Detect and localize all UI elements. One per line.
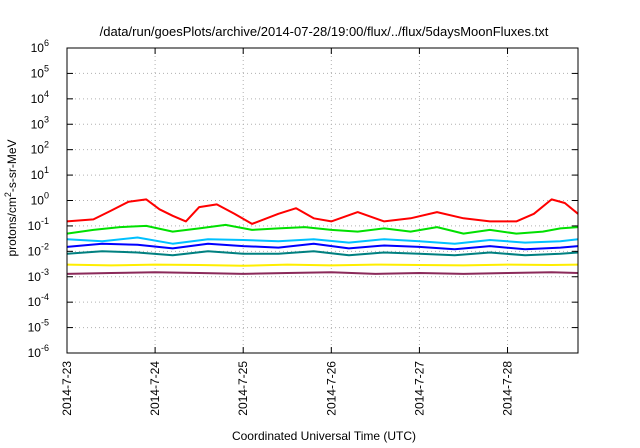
y-tick-base: 10: [31, 143, 45, 157]
y-tick-base: 10: [31, 117, 45, 131]
y-tick-labels: 10610510410310210110010-110-210-310-410-…: [28, 38, 49, 360]
y-tick-exponent: 4: [44, 89, 49, 99]
series-line-7: [66, 271, 579, 275]
y-tick-base: 10: [31, 66, 45, 80]
y-tick-exponent: -1: [41, 216, 49, 226]
y-axis-label: protons/cm2-s-sr-MeV: [3, 139, 19, 256]
y-tick-exponent: 2: [44, 140, 49, 150]
x-axis-label: Coordinated Universal Time (UTC): [232, 429, 416, 443]
y-tick-label: 10-2: [28, 241, 49, 258]
y-tick-label: 10-6: [28, 343, 49, 360]
axis-ticks: [66, 47, 578, 354]
x-tick-label: 2014-7-25: [236, 361, 250, 416]
y-tick-label: 103: [31, 114, 49, 131]
y-tick-label: 10-3: [28, 267, 49, 284]
y-axis-label-rest: -s-sr-MeV: [5, 139, 19, 192]
x-tick-labels: 2014-7-23 2014-7-24 2014-7-25 2014-7-26 2014…: [60, 361, 515, 416]
y-tick-base: 10: [28, 219, 42, 233]
y-tick-exponent: 0: [44, 191, 49, 201]
y-tick-base: 10: [28, 295, 42, 309]
y-tick-exponent: -5: [41, 318, 49, 328]
y-tick-label: 101: [31, 165, 49, 182]
series-line-5: [66, 250, 579, 257]
y-tick-exponent: -4: [41, 292, 49, 302]
y-tick-label: 106: [31, 38, 49, 55]
y-tick-exponent: 1: [44, 165, 49, 175]
x-tick-label: 2014-7-24: [148, 361, 162, 416]
y-tick-base: 10: [31, 92, 45, 106]
y-tick-exponent: 6: [44, 38, 49, 48]
y-tick-base: 10: [31, 194, 45, 208]
y-tick-exponent: 5: [44, 63, 49, 73]
series-lines: [66, 198, 579, 275]
y-tick-exponent: -2: [41, 241, 49, 251]
y-tick-exponent: 3: [44, 114, 49, 124]
y-tick-base: 10: [28, 346, 42, 360]
y-tick-label: 105: [31, 63, 49, 80]
y-tick-base: 10: [28, 244, 42, 258]
y-tick-base: 10: [31, 41, 45, 55]
x-tick-label: 2014-7-28: [501, 361, 515, 416]
y-tick-exponent: -6: [41, 343, 49, 353]
series-line-3: [66, 236, 579, 245]
y-tick-exponent: -3: [41, 267, 49, 277]
grid-lines: [67, 47, 578, 354]
y-tick-label: 104: [31, 89, 49, 106]
y-axis-label-sup: 2: [3, 192, 13, 197]
series-line-4: [66, 242, 579, 251]
y-tick-label: 10-4: [28, 292, 49, 309]
chart-title: /data/run/goesPlots/archive/2014-07-28/1…: [100, 24, 549, 39]
y-tick-label: 10-1: [28, 216, 49, 233]
y-tick-label: 100: [31, 191, 49, 208]
series-line-6: [66, 263, 579, 267]
series-line-1: [66, 198, 579, 225]
y-tick-base: 10: [28, 321, 42, 335]
series-line-2: [66, 223, 579, 235]
y-tick-base: 10: [28, 270, 42, 284]
y-tick-label: 102: [31, 140, 49, 157]
x-tick-label: 2014-7-26: [324, 361, 338, 416]
y-tick-base: 10: [31, 168, 45, 182]
x-tick-label: 2014-7-23: [60, 361, 74, 416]
y-axis-label-main: protons/cm: [5, 197, 19, 256]
x-tick-label: 2014-7-27: [412, 361, 426, 416]
y-tick-label: 10-5: [28, 318, 49, 335]
